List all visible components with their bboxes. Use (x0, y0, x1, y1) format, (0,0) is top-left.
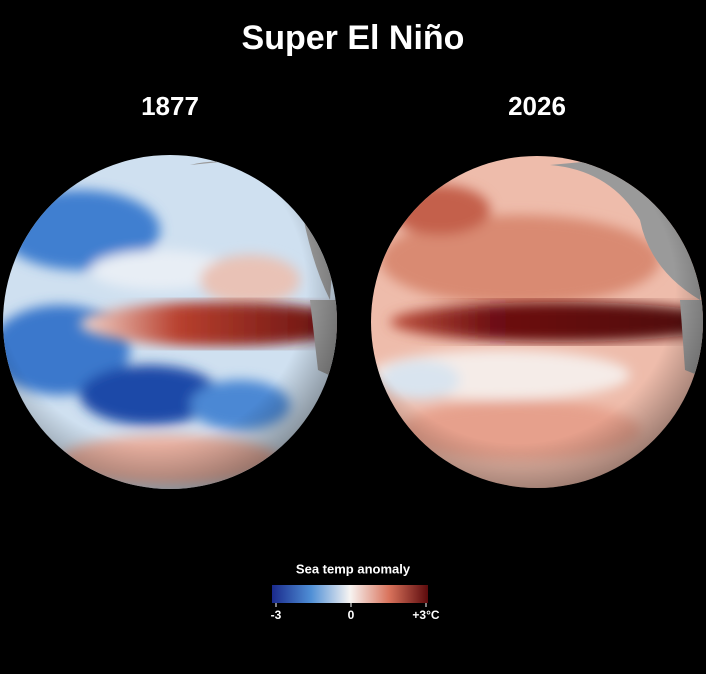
legend-title: Sea temp anomaly (296, 561, 411, 576)
globe-1877 (3, 155, 337, 489)
tick-label: -3 (271, 608, 282, 622)
tick-label: +3°C (412, 608, 439, 622)
colorbar (272, 585, 428, 603)
title: Super El Niño (242, 19, 465, 57)
map-label: 1877 (141, 91, 199, 121)
legend-ticks: -3 0 +3°C (271, 603, 440, 622)
map-label: 2026 (508, 91, 566, 121)
tick-label: 0 (348, 608, 355, 622)
globe-2026 (371, 156, 703, 488)
